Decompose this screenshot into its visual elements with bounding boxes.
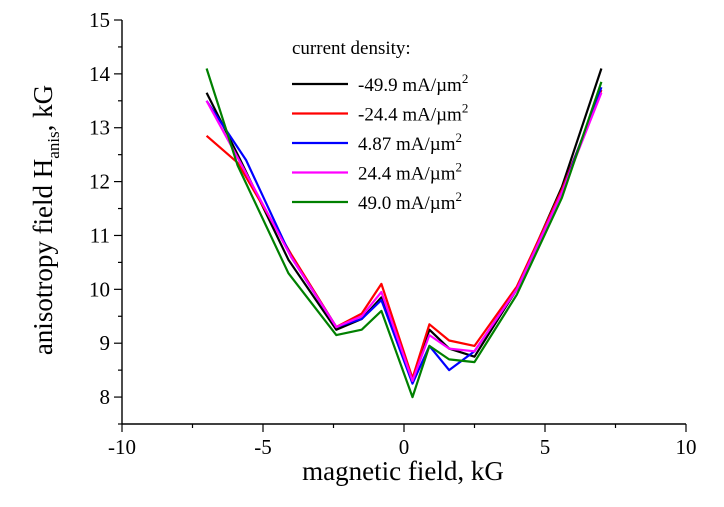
legend-label-superscript: 2 [456, 130, 463, 145]
y-tick-label: 15 [89, 8, 110, 32]
legend-label-1: -24.4 mA/µm2 [358, 101, 468, 126]
x-tick-label: -10 [108, 435, 136, 459]
x-tick-label: 0 [399, 435, 410, 459]
x-axis-title: magnetic field, kG [302, 456, 504, 486]
legend-title: current density: [292, 38, 411, 59]
legend-label-superscript: 2 [462, 71, 469, 86]
y-axis-title-main: anisotropy field H [28, 159, 58, 355]
y-axis-title-subscript: anis [44, 131, 63, 158]
y-tick-label: 9 [100, 331, 111, 355]
legend-label-superscript: 2 [462, 101, 469, 116]
x-tick-label: -5 [254, 435, 272, 459]
legend-label-text: -24.4 mA/µm [358, 105, 462, 126]
axes: -10 -5 0 5 10 8 9 10 11 12 13 14 15 [89, 8, 697, 459]
y-tick-label: 14 [89, 62, 111, 86]
legend-label-text: -49.9 mA/µm [358, 75, 462, 96]
legend-label-superscript: 2 [456, 160, 463, 175]
legend-label-2: 4.87 mA/µm2 [358, 130, 462, 155]
legend-label-text: 24.4 mA/µm [358, 164, 456, 185]
series-line-3 [205, 92, 603, 382]
y-tick-label: 13 [89, 116, 110, 140]
x-tick-label: 10 [676, 435, 697, 459]
y-tick-label: 8 [100, 385, 111, 409]
legend-label-3: 24.4 mA/µm2 [358, 160, 462, 185]
y-axis-title: anisotropy field Hanis, kG [28, 85, 63, 355]
legend-label-text: 4.87 mA/µm [358, 134, 456, 155]
legend-label-superscript: 2 [456, 189, 463, 204]
legend-label-4: 49.0 mA/µm2 [358, 189, 462, 214]
legend-label-text: 49.0 mA/µm [358, 193, 456, 214]
x-tick-label: 5 [540, 435, 551, 459]
legend-label-0: -49.9 mA/µm2 [358, 71, 468, 96]
y-axis-title-tail: , kG [28, 85, 58, 132]
series-line-4 [205, 68, 603, 399]
series-layer [205, 68, 603, 399]
y-tick-label: 10 [89, 277, 110, 301]
y-tick-label: 12 [89, 170, 110, 194]
legend: current density:-49.9 mA/µm2-24.4 mA/µm2… [292, 38, 468, 214]
y-tick-label: 11 [90, 223, 110, 247]
